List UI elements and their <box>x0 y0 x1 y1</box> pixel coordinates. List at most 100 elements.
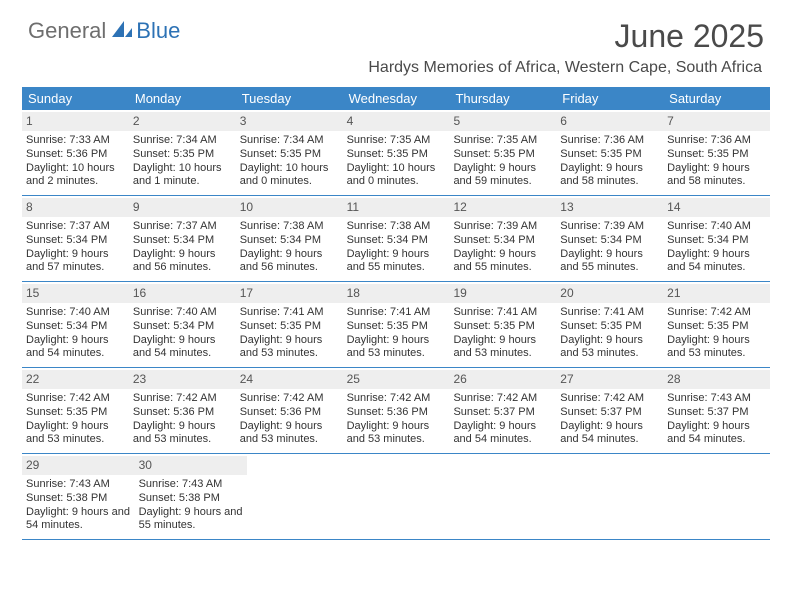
sunset-line: Sunset: 5:35 PM <box>667 320 766 334</box>
day-number: 4 <box>343 112 450 131</box>
day-number: 18 <box>343 284 450 303</box>
sunrise-line: Sunrise: 7:40 AM <box>26 306 125 320</box>
daylight-line: Daylight: 9 hours and 55 minutes. <box>139 506 244 534</box>
page-title: June 2025 <box>368 18 764 55</box>
week-row: 8Sunrise: 7:37 AMSunset: 5:34 PMDaylight… <box>22 196 770 282</box>
day-number: 29 <box>22 456 135 475</box>
weeks-container: 1Sunrise: 7:33 AMSunset: 5:36 PMDaylight… <box>22 110 770 540</box>
day-cell: 28Sunrise: 7:43 AMSunset: 5:37 PMDayligh… <box>663 368 770 453</box>
sunset-line: Sunset: 5:35 PM <box>453 320 552 334</box>
week-row: 29Sunrise: 7:43 AMSunset: 5:38 PMDayligh… <box>22 454 770 540</box>
daylight-line: Daylight: 9 hours and 53 minutes. <box>240 420 339 448</box>
day-cell: 14Sunrise: 7:40 AMSunset: 5:34 PMDayligh… <box>663 196 770 281</box>
day-number: 8 <box>22 198 129 217</box>
daylight-line: Daylight: 9 hours and 58 minutes. <box>560 162 659 190</box>
day-cell: 8 Sunrise: 7:37 AMSunset: 5:34 PMDaylight… <box>22 196 129 281</box>
empty-cell <box>247 454 352 539</box>
sunset-line: Sunset: 5:35 PM <box>240 148 339 162</box>
calendar: Sunday Monday Tuesday Wednesday Thursday… <box>22 87 770 540</box>
weekday-header: Monday <box>129 87 236 110</box>
week-row: 22Sunrise: 7:42 AMSunset: 5:35 PMDayligh… <box>22 368 770 454</box>
day-cell: 5 Sunrise: 7:35 AMSunset: 5:35 PMDaylight… <box>449 110 556 195</box>
day-number: 5 <box>449 112 556 131</box>
sunrise-line: Sunrise: 7:39 AM <box>560 220 659 234</box>
sunrise-line: Sunrise: 7:42 AM <box>26 392 125 406</box>
day-cell: 13Sunrise: 7:39 AMSunset: 5:34 PMDayligh… <box>556 196 663 281</box>
day-number: 6 <box>556 112 663 131</box>
week-row: 1Sunrise: 7:33 AMSunset: 5:36 PMDaylight… <box>22 110 770 196</box>
logo: General Blue <box>28 18 180 44</box>
daylight-line: Daylight: 9 hours and 55 minutes. <box>347 248 446 276</box>
daylight-line: Daylight: 9 hours and 53 minutes. <box>26 420 125 448</box>
sunrise-line: Sunrise: 7:35 AM <box>453 134 552 148</box>
day-number: 10 <box>236 198 343 217</box>
empty-cell <box>352 454 457 539</box>
sunset-line: Sunset: 5:37 PM <box>453 406 552 420</box>
sunrise-line: Sunrise: 7:36 AM <box>667 134 766 148</box>
day-number: 26 <box>449 370 556 389</box>
sunset-line: Sunset: 5:36 PM <box>240 406 339 420</box>
sunset-line: Sunset: 5:34 PM <box>133 234 232 248</box>
weekday-header: Sunday <box>22 87 129 110</box>
sunrise-line: Sunrise: 7:42 AM <box>240 392 339 406</box>
sunset-line: Sunset: 5:35 PM <box>560 148 659 162</box>
day-number: 20 <box>556 284 663 303</box>
location-label: Hardys Memories of Africa, Western Cape,… <box>368 59 764 77</box>
sunset-line: Sunset: 5:37 PM <box>667 406 766 420</box>
day-number: 24 <box>236 370 343 389</box>
daylight-line: Daylight: 10 hours and 2 minutes. <box>26 162 125 190</box>
day-cell: 15Sunrise: 7:40 AMSunset: 5:34 PMDayligh… <box>22 282 129 367</box>
day-cell: 10Sunrise: 7:38 AMSunset: 5:34 PMDayligh… <box>236 196 343 281</box>
sunset-line: Sunset: 5:38 PM <box>26 492 131 506</box>
sunrise-line: Sunrise: 7:42 AM <box>347 392 446 406</box>
sunset-line: Sunset: 5:34 PM <box>453 234 552 248</box>
sunrise-line: Sunrise: 7:43 AM <box>139 478 244 492</box>
sunrise-line: Sunrise: 7:35 AM <box>347 134 446 148</box>
daylight-line: Daylight: 9 hours and 55 minutes. <box>453 248 552 276</box>
daylight-line: Daylight: 9 hours and 54 minutes. <box>667 248 766 276</box>
sunset-line: Sunset: 5:34 PM <box>26 234 125 248</box>
day-cell: 16Sunrise: 7:40 AMSunset: 5:34 PMDayligh… <box>129 282 236 367</box>
sunset-line: Sunset: 5:34 PM <box>26 320 125 334</box>
daylight-line: Daylight: 9 hours and 53 minutes. <box>133 420 232 448</box>
sunrise-line: Sunrise: 7:34 AM <box>240 134 339 148</box>
daylight-line: Daylight: 9 hours and 54 minutes. <box>667 420 766 448</box>
sunrise-line: Sunrise: 7:40 AM <box>667 220 766 234</box>
sunset-line: Sunset: 5:35 PM <box>240 320 339 334</box>
day-cell: 7Sunrise: 7:36 AMSunset: 5:35 PMDaylight… <box>663 110 770 195</box>
day-cell: 23Sunrise: 7:42 AMSunset: 5:36 PMDayligh… <box>129 368 236 453</box>
daylight-line: Daylight: 9 hours and 59 minutes. <box>453 162 552 190</box>
sunset-line: Sunset: 5:34 PM <box>240 234 339 248</box>
daylight-line: Daylight: 9 hours and 53 minutes. <box>347 420 446 448</box>
sunrise-line: Sunrise: 7:39 AM <box>453 220 552 234</box>
day-cell: 18Sunrise: 7:41 AMSunset: 5:35 PMDayligh… <box>343 282 450 367</box>
day-number: 11 <box>343 198 450 217</box>
day-cell: 4 Sunrise: 7:35 AMSunset: 5:35 PMDaylight… <box>343 110 450 195</box>
daylight-line: Daylight: 9 hours and 55 minutes. <box>560 248 659 276</box>
sunset-line: Sunset: 5:35 PM <box>453 148 552 162</box>
sunset-line: Sunset: 5:37 PM <box>560 406 659 420</box>
sunrise-line: Sunrise: 7:33 AM <box>26 134 125 148</box>
daylight-line: Daylight: 9 hours and 54 minutes. <box>133 334 232 362</box>
daylight-line: Daylight: 9 hours and 53 minutes. <box>240 334 339 362</box>
sunset-line: Sunset: 5:35 PM <box>347 148 446 162</box>
sunset-line: Sunset: 5:36 PM <box>133 406 232 420</box>
daylight-line: Daylight: 9 hours and 56 minutes. <box>133 248 232 276</box>
daylight-line: Daylight: 9 hours and 58 minutes. <box>667 162 766 190</box>
title-block: June 2025 Hardys Memories of Africa, Wes… <box>368 18 764 77</box>
day-number: 30 <box>135 456 248 475</box>
day-cell: 30Sunrise: 7:43 AMSunset: 5:38 PMDayligh… <box>135 454 248 539</box>
daylight-line: Daylight: 9 hours and 53 minutes. <box>347 334 446 362</box>
sunrise-line: Sunrise: 7:43 AM <box>26 478 131 492</box>
sunrise-line: Sunrise: 7:42 AM <box>560 392 659 406</box>
sunrise-line: Sunrise: 7:34 AM <box>133 134 232 148</box>
sunrise-line: Sunrise: 7:41 AM <box>453 306 552 320</box>
day-number: 21 <box>663 284 770 303</box>
daylight-line: Daylight: 10 hours and 0 minutes. <box>347 162 446 190</box>
sunrise-line: Sunrise: 7:37 AM <box>26 220 125 234</box>
daylight-line: Daylight: 9 hours and 54 minutes. <box>560 420 659 448</box>
daylight-line: Daylight: 9 hours and 57 minutes. <box>26 248 125 276</box>
day-cell: 27Sunrise: 7:42 AMSunset: 5:37 PMDayligh… <box>556 368 663 453</box>
weekday-header: Wednesday <box>343 87 450 110</box>
sunrise-line: Sunrise: 7:41 AM <box>560 306 659 320</box>
